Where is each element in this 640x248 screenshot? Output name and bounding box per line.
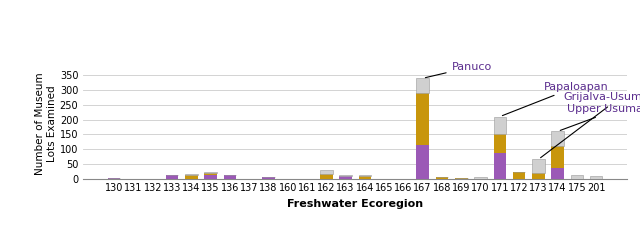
Bar xyxy=(108,178,120,179)
Bar xyxy=(532,173,545,179)
Legend: Smithsonian, other American collections, international collections: Smithsonian, other American collections,… xyxy=(158,247,552,248)
Bar xyxy=(223,175,236,179)
Bar xyxy=(493,134,506,153)
X-axis label: Freshwater Ecoregion: Freshwater Ecoregion xyxy=(287,199,423,209)
Bar xyxy=(493,153,506,179)
Bar xyxy=(166,175,179,179)
Bar xyxy=(474,177,487,179)
Bar xyxy=(320,174,333,179)
Bar xyxy=(358,176,371,179)
Bar xyxy=(339,176,352,179)
Text: Upper Usumacinta: Upper Usumacinta xyxy=(560,104,640,130)
Bar xyxy=(417,93,429,145)
Bar xyxy=(204,172,217,173)
Text: Papaloapan: Papaloapan xyxy=(502,82,609,116)
Bar xyxy=(552,131,564,146)
Bar xyxy=(571,175,583,179)
Bar xyxy=(204,173,217,175)
Bar xyxy=(417,78,429,93)
Bar xyxy=(185,174,198,175)
Bar xyxy=(552,168,564,179)
Bar xyxy=(513,172,525,179)
Text: Panuco: Panuco xyxy=(426,62,492,78)
Y-axis label: Number of Museum
Lots Examined: Number of Museum Lots Examined xyxy=(35,73,57,175)
Bar xyxy=(532,159,545,173)
Bar xyxy=(552,146,564,168)
Bar xyxy=(185,175,198,179)
Bar xyxy=(358,175,371,176)
Bar xyxy=(204,175,217,179)
Bar xyxy=(262,177,275,179)
Bar xyxy=(493,117,506,134)
Bar xyxy=(590,176,602,179)
Bar xyxy=(436,177,448,179)
Bar xyxy=(339,175,352,176)
Text: Grijalva-Usumacinta: Grijalva-Usumacinta xyxy=(541,93,640,158)
Bar xyxy=(320,170,333,174)
Bar xyxy=(455,178,467,179)
Bar xyxy=(417,145,429,179)
